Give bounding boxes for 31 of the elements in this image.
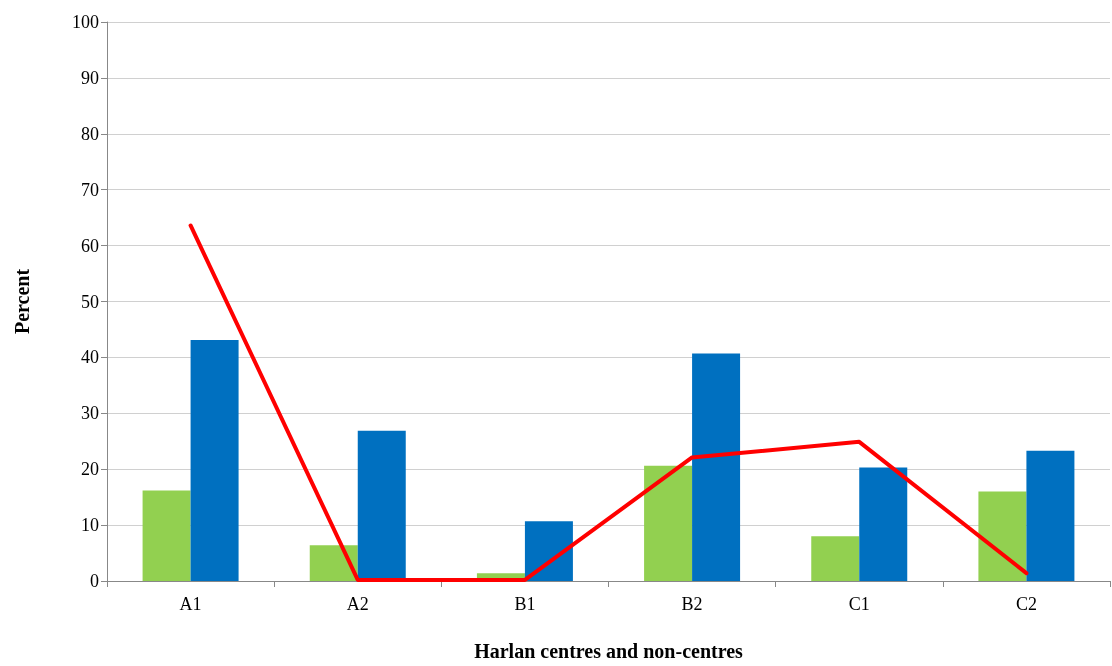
y-tick-label: 90 [81,67,99,88]
bar [1026,450,1075,581]
bar [524,521,573,581]
y-tick-label: 10 [81,515,99,536]
bar [142,490,191,581]
x-tick-label: C1 [848,594,870,614]
x-tick-label: B1 [514,594,536,614]
y-tick-label: 30 [81,403,99,424]
bar [309,545,358,581]
bar [190,340,239,581]
bar [644,465,693,581]
y-tick-label: 40 [81,347,99,368]
y-axis-title: Percent [11,268,33,335]
y-tick-label: 80 [81,123,99,144]
y-tick-label: 50 [81,291,99,312]
bar [978,491,1027,581]
bar [357,430,406,581]
x-tick-label: C2 [1015,594,1037,614]
y-tick-label: 0 [90,571,99,591]
x-tick-label: A1 [179,594,202,614]
x-axis-title: Harlan centres and non-centres [474,640,744,662]
y-tick-label: 70 [81,179,99,200]
x-tick-label: B2 [681,594,703,614]
bar [692,353,741,581]
y-tick-label: 60 [81,235,99,256]
y-tick-label: 20 [81,459,99,480]
bar [859,467,908,581]
y-tick-label: 100 [72,12,99,32]
x-tick-label: A2 [346,594,369,614]
bar [811,536,860,581]
line-series [188,223,1029,582]
